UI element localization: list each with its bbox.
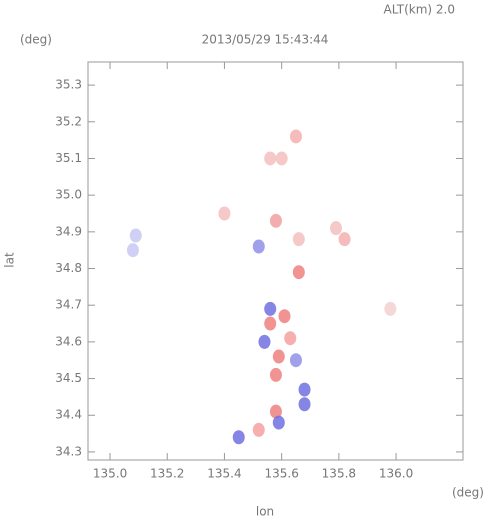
- altitude: ALT(km) 2.0: [384, 3, 455, 17]
- plot-frame: [87, 61, 464, 461]
- y-tick-label: 35.1: [55, 151, 82, 165]
- echo-patch: [126, 243, 139, 258]
- y-tick-label: 35.0: [55, 188, 82, 202]
- echo-patch: [264, 301, 277, 316]
- echo-patch: [292, 265, 305, 280]
- x-tick-label: 136.0: [379, 467, 413, 481]
- echo-patch: [258, 334, 271, 349]
- y-tick-label: 34.3: [55, 444, 82, 458]
- x-tick-label: 135.4: [207, 467, 241, 481]
- y-unit: (deg): [20, 33, 52, 47]
- echo-patch: [252, 422, 265, 437]
- echo-patch: [338, 232, 351, 247]
- y-tick-label: 34.7: [55, 298, 82, 312]
- echo-patch: [278, 309, 291, 324]
- y-tick-label: 34.8: [55, 261, 82, 275]
- y-axis-label: lat: [3, 252, 17, 268]
- echo-patch: [232, 430, 245, 445]
- echo-patch: [269, 404, 282, 419]
- x-axis-label: lon: [256, 505, 274, 519]
- x-tick-label: 135.6: [264, 467, 298, 481]
- echo-patch: [269, 213, 282, 228]
- x-tick-label: 135.0: [93, 467, 127, 481]
- echo-patch: [252, 239, 265, 254]
- y-tick-label: 34.5: [55, 371, 82, 385]
- y-tick-label: 35.3: [55, 78, 82, 92]
- echo-patch: [264, 316, 277, 331]
- echo-patch: [289, 353, 302, 368]
- chart-title: 2013/05/29 15:43:44: [202, 33, 329, 47]
- y-tick-label: 34.9: [55, 224, 82, 238]
- y-tick-label: 34.6: [55, 334, 82, 348]
- echo-patch: [269, 367, 282, 382]
- echo-patch: [289, 129, 302, 144]
- echo-patch: [264, 151, 277, 166]
- echo-patch: [329, 221, 342, 236]
- echo-patch: [298, 397, 311, 412]
- echo-patch: [298, 382, 311, 397]
- echo-patch: [384, 301, 397, 316]
- x-tick-label: 135.2: [150, 467, 184, 481]
- echo-patch: [129, 228, 142, 243]
- echo-patch: [272, 415, 285, 430]
- echo-patch: [284, 331, 297, 346]
- echo-patch: [275, 151, 288, 166]
- echo-patch: [218, 206, 231, 221]
- echo-patch: [272, 349, 285, 364]
- x-tick-label: 135.8: [322, 467, 356, 481]
- echo-patch: [292, 232, 305, 247]
- y-tick-label: 35.2: [55, 114, 82, 128]
- y-tick-label: 34.4: [55, 408, 82, 422]
- x-unit: (deg): [452, 486, 484, 500]
